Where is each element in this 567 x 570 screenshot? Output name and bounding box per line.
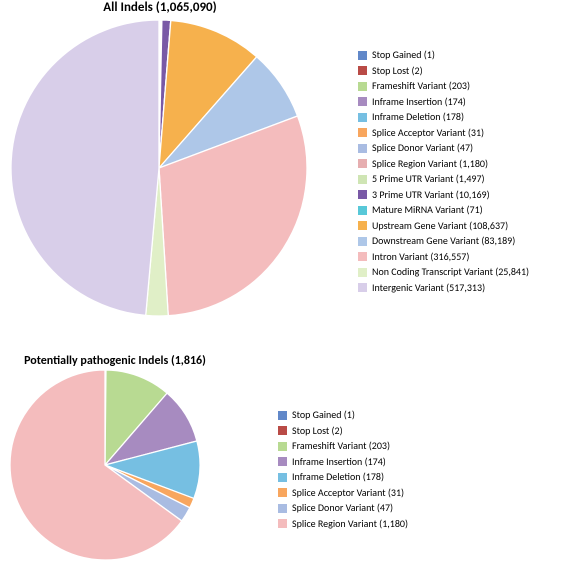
legend-label: Splice Acceptor Variant (31)	[292, 486, 404, 501]
chart2-legend: Stop Gained (1)Stop Lost (2)Frameshift V…	[278, 408, 408, 532]
legend-swatch-icon	[278, 504, 287, 513]
legend-label: Stop Gained (1)	[372, 48, 435, 63]
chart1-legend: Stop Gained (1)Stop Lost (2)Frameshift V…	[358, 48, 529, 296]
legend-label: Splice Donor Variant (47)	[372, 141, 473, 156]
chart2-legend-row-2: Frameshift Variant (203)	[278, 439, 408, 454]
chart1-legend-row-6: Splice Donor Variant (47)	[358, 141, 529, 156]
legend-swatch-icon	[278, 519, 287, 528]
legend-swatch-icon	[358, 237, 367, 246]
legend-label: Inframe Insertion (174)	[292, 455, 386, 470]
legend-swatch-icon	[278, 411, 287, 420]
chart2-legend-row-3: Inframe Insertion (174)	[278, 455, 408, 470]
legend-swatch-icon	[278, 473, 287, 482]
legend-label: Mature MiRNA Variant (71)	[372, 203, 483, 218]
legend-swatch-icon	[358, 206, 367, 215]
chart2-legend-row-4: Inframe Deletion (178)	[278, 470, 408, 485]
legend-label: Inframe Deletion (178)	[292, 470, 384, 485]
chart1-legend-row-3: Inframe Insertion (174)	[358, 95, 529, 110]
legend-swatch-icon	[358, 175, 367, 184]
legend-swatch-icon	[358, 113, 367, 122]
legend-label: Stop Lost (2)	[372, 64, 423, 79]
legend-swatch-icon	[278, 457, 287, 466]
chart1-legend-row-10: Mature MiRNA Variant (71)	[358, 203, 529, 218]
legend-label: Upstream Gene Variant (108,637)	[372, 219, 508, 234]
legend-label: Stop Gained (1)	[292, 408, 355, 423]
chart1-legend-row-9: 3 Prime UTR Variant (10,169)	[358, 188, 529, 203]
legend-swatch-icon	[358, 268, 367, 277]
chart2-pie	[0, 0, 230, 570]
legend-label: Splice Donor Variant (47)	[292, 501, 393, 516]
legend-label: Splice Region Variant (1,180)	[292, 517, 408, 532]
legend-swatch-icon	[358, 82, 367, 91]
chart1-legend-row-4: Inframe Deletion (178)	[358, 110, 529, 125]
legend-label: Splice Acceptor Variant (31)	[372, 126, 484, 141]
chart1-legend-row-2: Frameshift Variant (203)	[358, 79, 529, 94]
chart1-legend-row-13: Intron Variant (316,557)	[358, 250, 529, 265]
chart2-legend-row-5: Splice Acceptor Variant (31)	[278, 486, 408, 501]
legend-swatch-icon	[358, 51, 367, 60]
legend-swatch-icon	[358, 97, 367, 106]
legend-swatch-icon	[278, 426, 287, 435]
legend-swatch-icon	[278, 488, 287, 497]
chart2-legend-row-6: Splice Donor Variant (47)	[278, 501, 408, 516]
chart1-legend-row-5: Splice Acceptor Variant (31)	[358, 126, 529, 141]
chart1-legend-row-7: Splice Region Variant (1,180)	[358, 157, 529, 172]
legend-label: Frameshift Variant (203)	[292, 439, 390, 454]
legend-swatch-icon	[358, 252, 367, 261]
legend-label: Splice Region Variant (1,180)	[372, 157, 488, 172]
legend-swatch-icon	[358, 128, 367, 137]
legend-label: Intron Variant (316,557)	[372, 250, 469, 265]
legend-label: Non Coding Transcript Variant (25,841)	[372, 265, 529, 280]
chart1-legend-row-12: Downstream Gene Variant (83,189)	[358, 234, 529, 249]
legend-label: Intergenic Variant (517,313)	[372, 281, 485, 296]
legend-swatch-icon	[358, 283, 367, 292]
legend-label: 3 Prime UTR Variant (10,169)	[372, 188, 490, 203]
legend-swatch-icon	[358, 221, 367, 230]
legend-label: 5 Prime UTR Variant (1,497)	[372, 172, 485, 187]
chart1-legend-row-14: Non Coding Transcript Variant (25,841)	[358, 265, 529, 280]
legend-label: Inframe Deletion (178)	[372, 110, 464, 125]
legend-label: Downstream Gene Variant (83,189)	[372, 234, 515, 249]
chart2-legend-row-7: Splice Region Variant (1,180)	[278, 517, 408, 532]
chart1-legend-row-1: Stop Lost (2)	[358, 64, 529, 79]
chart1-legend-row-8: 5 Prime UTR Variant (1,497)	[358, 172, 529, 187]
chart1-legend-row-11: Upstream Gene Variant (108,637)	[358, 219, 529, 234]
chart2-legend-row-1: Stop Lost (2)	[278, 424, 408, 439]
legend-swatch-icon	[358, 190, 367, 199]
chart1-legend-row-0: Stop Gained (1)	[358, 48, 529, 63]
chart2-legend-row-0: Stop Gained (1)	[278, 408, 408, 423]
legend-label: Inframe Insertion (174)	[372, 95, 466, 110]
legend-swatch-icon	[358, 66, 367, 75]
legend-label: Frameshift Variant (203)	[372, 79, 470, 94]
legend-swatch-icon	[358, 144, 367, 153]
legend-label: Stop Lost (2)	[292, 424, 343, 439]
legend-swatch-icon	[278, 442, 287, 451]
chart1-legend-row-15: Intergenic Variant (517,313)	[358, 281, 529, 296]
legend-swatch-icon	[358, 159, 367, 168]
